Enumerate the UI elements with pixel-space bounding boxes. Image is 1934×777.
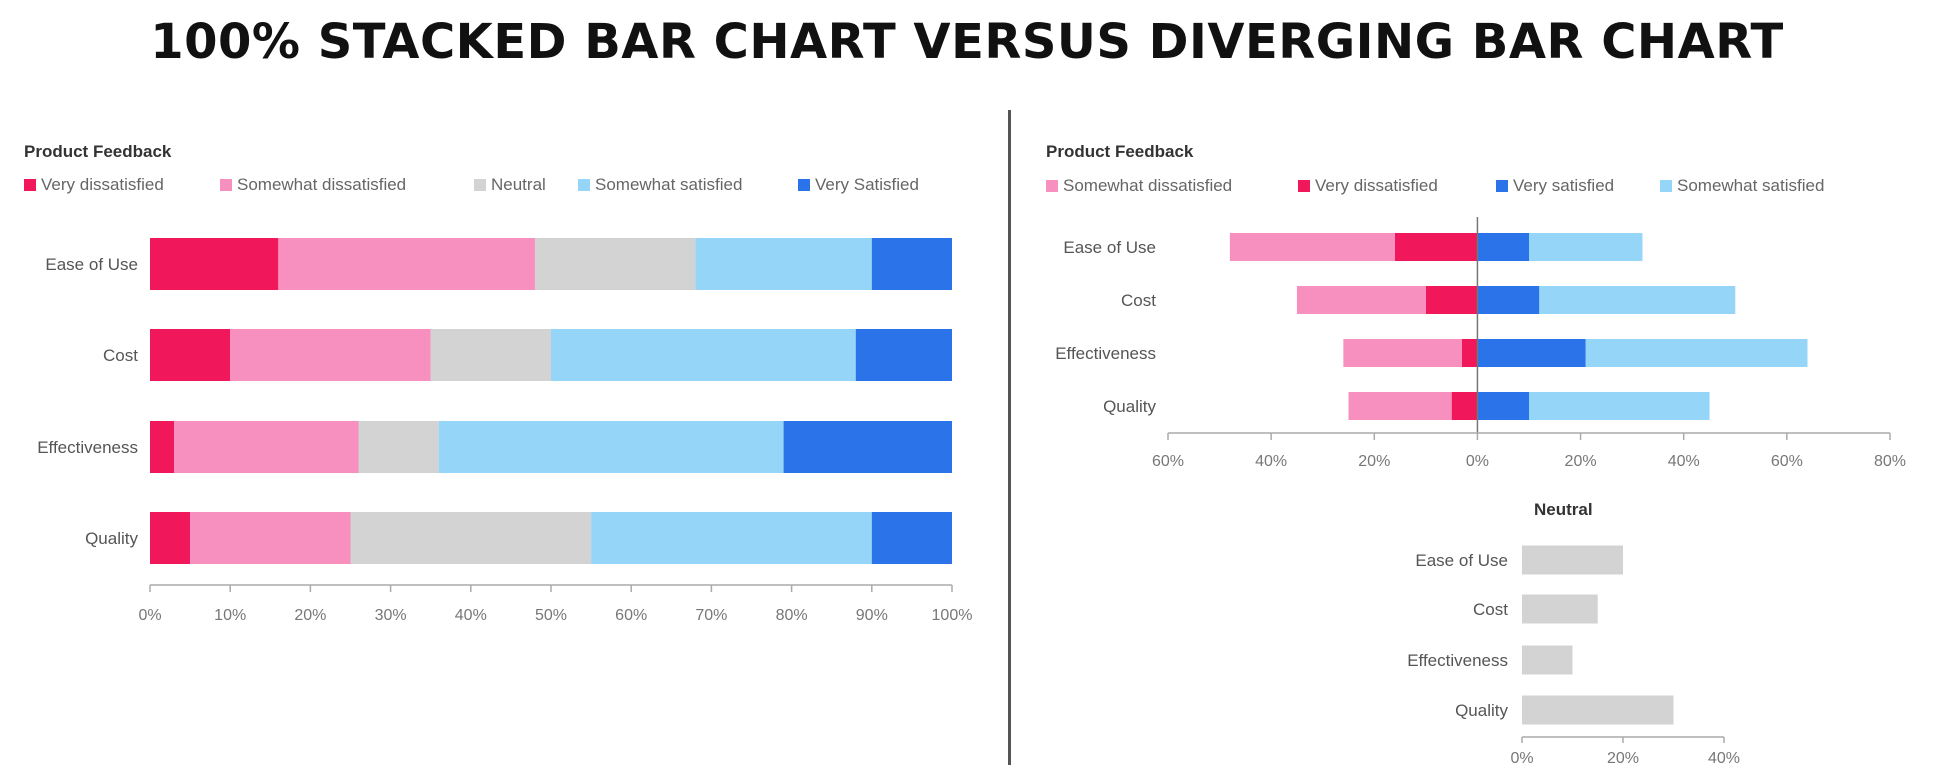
panel-divider [1008, 110, 1011, 765]
stacked-x-tick-label: 0% [138, 607, 161, 624]
stacked-x-tick-label: 30% [375, 607, 407, 624]
diverging-bar-effectiveness-very-satisfied [1477, 339, 1586, 367]
stacked-bar-cost-somewhat-dissatisfied [230, 329, 431, 381]
neutral-x-tick-label: 0% [1510, 750, 1533, 767]
diverging-bar-quality-somewhat-dissatisfied [1348, 392, 1452, 420]
stacked-legend-label-somewhat-satisfied: Somewhat satisfied [595, 175, 742, 194]
stacked-bar-effectiveness-somewhat-dissatisfied [174, 421, 359, 473]
stacked-legend-swatch-somewhat-satisfied [578, 179, 590, 191]
diverging-legend-swatch-very-dissatisfied [1298, 180, 1310, 192]
diverging-x-tick-label: 40% [1668, 453, 1700, 470]
diverging-bar-cost-somewhat-dissatisfied [1296, 286, 1426, 314]
diverging-category-label-ease-of-use: Ease of Use [1063, 238, 1156, 257]
diverging-bar-effectiveness-very-dissatisfied [1461, 339, 1478, 367]
stacked-bar-cost-very-satisfied [855, 329, 952, 381]
diverging-legend-label-somewhat-satisfied: Somewhat satisfied [1677, 176, 1824, 195]
diverging-bar-effectiveness-somewhat-satisfied [1585, 339, 1808, 367]
neutral-category-label-effectiveness: Effectiveness [1407, 651, 1508, 670]
stacked-legend-label-somewhat-dissatisfied: Somewhat dissatisfied [237, 175, 406, 194]
diverging-category-label-effectiveness: Effectiveness [1055, 344, 1156, 363]
diverging-bar-cost-very-satisfied [1477, 286, 1540, 314]
stacked-legend-label-very-dissatisfied: Very dissatisfied [41, 175, 164, 194]
stacked-category-label-effectiveness: Effectiveness [37, 438, 138, 457]
stacked-category-label-ease-of-use: Ease of Use [45, 255, 138, 274]
neutral-chart-title: Neutral [1534, 500, 1593, 519]
stacked-x-tick-label: 60% [615, 607, 647, 624]
diverging-legend-swatch-very-satisfied [1496, 180, 1508, 192]
stacked-bar-ease-of-use-very-dissatisfied [150, 238, 279, 290]
stacked-bar-quality-neutral [350, 512, 592, 564]
diverging-x-tick-label: 80% [1874, 453, 1906, 470]
page-title: 100% STACKED BAR CHART VERSUS DIVERGING … [150, 14, 1784, 70]
diverging-bar-effectiveness-somewhat-dissatisfied [1343, 339, 1462, 367]
stacked-bar-quality-very-satisfied [871, 512, 952, 564]
stacked-x-tick-label: 20% [294, 607, 326, 624]
stacked-legend-swatch-neutral [474, 179, 486, 191]
diverging-legend-swatch-somewhat-satisfied [1660, 180, 1672, 192]
diverging-category-label-quality: Quality [1103, 397, 1156, 416]
stacked-legend-label-very-satisfied: Very Satisfied [815, 175, 919, 194]
stacked-category-label-quality: Quality [85, 529, 138, 548]
stacked-bar-ease-of-use-somewhat-satisfied [695, 238, 872, 290]
diverging-bar-quality-very-satisfied [1477, 392, 1529, 420]
neutral-category-label-cost: Cost [1473, 600, 1508, 619]
stacked-bar-effectiveness-very-satisfied [783, 421, 952, 473]
neutral-bar-cost [1522, 594, 1598, 624]
diverging-legend-label-somewhat-dissatisfied: Somewhat dissatisfied [1063, 176, 1232, 195]
diverging-bar-ease-of-use-somewhat-satisfied [1529, 233, 1643, 261]
neutral-bar-ease-of-use [1522, 545, 1623, 575]
stacked-legend-label-neutral: Neutral [491, 175, 546, 194]
stacked-chart-title: Product Feedback [24, 142, 172, 161]
neutral-category-label-ease-of-use: Ease of Use [1415, 551, 1508, 570]
stacked-x-tick-label: 100% [932, 607, 973, 624]
diverging-x-tick-label: 0% [1466, 453, 1489, 470]
diverging-legend-swatch-somewhat-dissatisfied [1046, 180, 1058, 192]
stacked-x-tick-label: 10% [214, 607, 246, 624]
neutral-x-tick-label: 20% [1607, 750, 1639, 767]
stacked-category-label-cost: Cost [103, 346, 138, 365]
stacked-bar-cost-somewhat-satisfied [551, 329, 856, 381]
stacked-bar-quality-very-dissatisfied [150, 512, 191, 564]
diverging-legend-label-very-dissatisfied: Very dissatisfied [1315, 176, 1438, 195]
neutral-bar-quality [1522, 695, 1674, 725]
stacked-legend-swatch-somewhat-dissatisfied [220, 179, 232, 191]
diverging-bar-cost-very-dissatisfied [1425, 286, 1478, 314]
diverging-x-tick-label: 60% [1771, 453, 1803, 470]
stacked-legend-swatch-very-satisfied [798, 179, 810, 191]
stacked-bar-cost-very-dissatisfied [150, 329, 231, 381]
stacked-bar-effectiveness-very-dissatisfied [150, 421, 175, 473]
stacked-x-tick-label: 50% [535, 607, 567, 624]
diverging-legend-label-very-satisfied: Very satisfied [1513, 176, 1614, 195]
stacked-bar-ease-of-use-very-satisfied [871, 238, 952, 290]
stacked-x-tick-label: 90% [856, 607, 888, 624]
stacked-bar-ease-of-use-somewhat-dissatisfied [278, 238, 535, 290]
diverging-chart-title: Product Feedback [1046, 142, 1194, 161]
neutral-x-tick-label: 40% [1708, 750, 1740, 767]
stacked-bar-quality-somewhat-satisfied [591, 512, 872, 564]
diverging-bar-ease-of-use-very-satisfied [1477, 233, 1529, 261]
neutral-category-label-quality: Quality [1455, 701, 1508, 720]
diverging-x-tick-label: 20% [1565, 453, 1597, 470]
stacked-x-tick-label: 40% [455, 607, 487, 624]
diverging-x-tick-label: 40% [1255, 453, 1287, 470]
diverging-bar-quality-somewhat-satisfied [1529, 392, 1710, 420]
neutral-bar-effectiveness [1522, 645, 1573, 675]
stacked-bar-quality-somewhat-dissatisfied [190, 512, 351, 564]
stacked-bar-cost-neutral [430, 329, 551, 381]
stacked-bar-ease-of-use-neutral [534, 238, 696, 290]
diverging-x-tick-label: 20% [1358, 453, 1390, 470]
diverging-bar-ease-of-use-very-dissatisfied [1394, 233, 1478, 261]
stacked-bar-effectiveness-somewhat-satisfied [438, 421, 784, 473]
stacked-bar-effectiveness-neutral [358, 421, 439, 473]
stacked-x-tick-label: 80% [776, 607, 808, 624]
diverging-bar-quality-very-dissatisfied [1451, 392, 1478, 420]
stacked-legend-swatch-very-dissatisfied [24, 179, 36, 191]
diverging-bar-cost-somewhat-satisfied [1539, 286, 1736, 314]
diverging-category-label-cost: Cost [1121, 291, 1156, 310]
diverging-bar-ease-of-use-somewhat-dissatisfied [1229, 233, 1395, 261]
diverging-x-tick-label: 60% [1152, 453, 1184, 470]
stacked-x-tick-label: 70% [695, 607, 727, 624]
